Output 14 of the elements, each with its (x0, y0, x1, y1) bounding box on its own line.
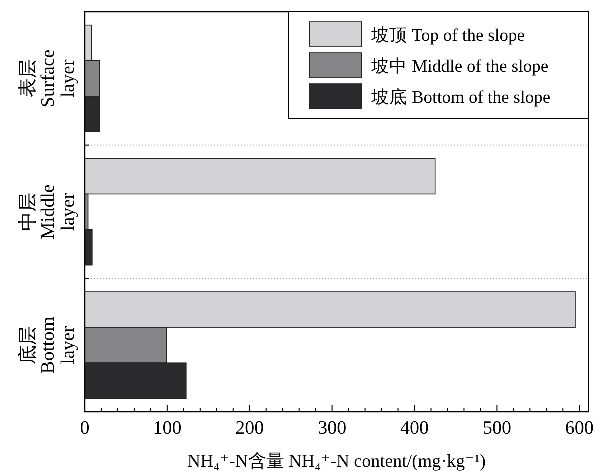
legend-label: 坡中 Middle of the slope (370, 56, 549, 76)
x-tick-label: 600 (565, 418, 594, 439)
x-tick-label: 300 (318, 418, 347, 439)
legend-label: 坡顶 Top of the slope (370, 25, 526, 45)
x-axis-title: NH₄⁺-N含量 NH₄⁺-N content/(mg·kg⁻¹) (188, 451, 486, 471)
y-tick-label: 中层 Middle layer (18, 184, 79, 240)
x-tick-label: 200 (236, 418, 264, 439)
x-tick-label: 400 (400, 418, 430, 439)
y-tick-label: 表层 Surface layer (18, 50, 79, 108)
legend-label: 坡底 Bottom of the slope (370, 87, 551, 107)
y-tick-label: 底层 Bottom layer (17, 316, 79, 374)
x-tick-label: 500 (482, 418, 512, 439)
x-tick-label: 100 (153, 418, 182, 439)
x-tick-label: 0 (80, 418, 90, 439)
